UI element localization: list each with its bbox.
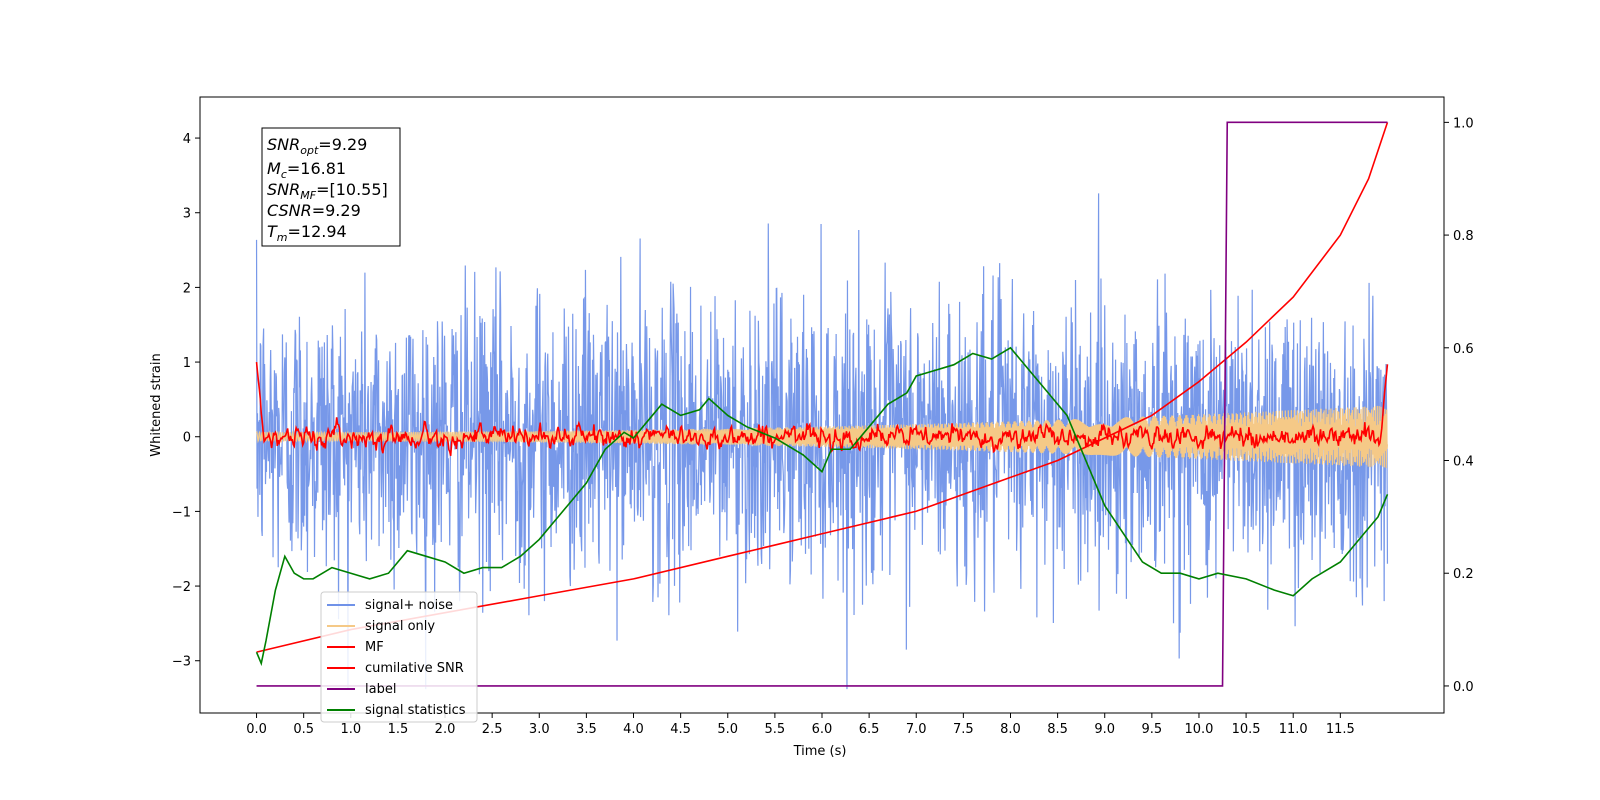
x-tick-label: 8.0 — [1000, 722, 1021, 737]
annotation-line-snr-mf-symbol: SNR — [267, 180, 300, 199]
y-tick-label: −2 — [172, 580, 191, 595]
annotation-line-csnr-value: =9.29 — [312, 201, 361, 220]
legend-label-cumulative-snr: cumilative SNR — [365, 661, 464, 676]
annotation-line-csnr-symbol: CSNR — [267, 201, 312, 220]
annotation-line-snr-mf-value: =[10.55] — [316, 180, 388, 199]
legend-label-signal-statistics: signal statistics — [365, 703, 466, 718]
x-tick-label: 2.0 — [435, 722, 456, 737]
x-tick-label: 2.5 — [482, 722, 503, 737]
axes-layer: 0.0 0.5 1.0 1.5 2.0 2.5 3.0 3.5 4.0 4.5 5.0 5.5 6.0 6… — [172, 116, 1474, 737]
x-tick-label: 0.5 — [293, 722, 314, 737]
x-tick-label: 0.0 — [246, 722, 267, 737]
x-tick-label: 3.5 — [576, 722, 597, 737]
annotation-line-snr-mf: SNRMF=[10.55] — [267, 180, 388, 202]
x-tick-label: 9.5 — [1142, 722, 1163, 737]
x-tick-label: 5.5 — [765, 722, 786, 737]
x-tick-label: 5.0 — [717, 722, 738, 737]
annotation-line-mc-symbol: M — [267, 159, 281, 178]
y-axis-label: Whitened strain — [149, 353, 164, 456]
x-axis-label: Time (s) — [793, 744, 847, 759]
legend-label-signal-noise: signal+ noise — [365, 598, 453, 613]
legend: signal+ noise signal only MF cumilative … — [320, 591, 478, 723]
x-tick-label: 6.5 — [859, 722, 880, 737]
series-signal-statistics — [255, 346, 1389, 667]
annotation-line-tm-subscript: m — [277, 231, 288, 244]
annotation-line-tm-symbol: T — [267, 222, 278, 241]
annotation-line-tm: Tm=12.94 — [267, 222, 347, 244]
x-tick-label: 10.5 — [1232, 722, 1261, 737]
x-tick-label: 4.5 — [670, 722, 691, 737]
x-tick-label: 7.0 — [906, 722, 927, 737]
series-signal-noise — [255, 193, 1389, 690]
y-tick-label: 3 — [183, 207, 191, 222]
annotation-line-csnr: CSNR=9.29 — [267, 201, 361, 220]
x-tick-label: 3.0 — [529, 722, 550, 737]
annotation-box: SNRopt=9.29 Mc=16.81 SNRMF=[10.55] CSNR=… — [261, 127, 401, 247]
legend-label-label: label — [365, 682, 396, 697]
y-tick-label: 1 — [183, 356, 191, 371]
x-tick-label: 11.0 — [1279, 722, 1308, 737]
y-right-tick-label: 0.2 — [1453, 567, 1474, 582]
y-tick-label: −3 — [172, 655, 191, 670]
y-tick-label: 0 — [183, 431, 191, 446]
series-signal-only — [255, 405, 1389, 468]
y-right-tick-label: 1.0 — [1453, 116, 1474, 131]
x-tick-label: 1.0 — [340, 722, 361, 737]
annotation-line-snr-opt-subscript: opt — [300, 144, 319, 157]
legend-label-mf: MF — [365, 640, 384, 655]
y-tick-label: −1 — [172, 505, 191, 520]
series-layer — [255, 121, 1389, 690]
legend-frame — [320, 591, 478, 723]
y-tick-label: 2 — [183, 281, 191, 296]
annotation-line-mc-value: =16.81 — [287, 159, 346, 178]
y-right-tick-label: 0.6 — [1453, 342, 1474, 357]
y-right-tick-label: 0.8 — [1453, 229, 1474, 244]
annotation-line-mc: Mc=16.81 — [267, 159, 346, 181]
annotation-frame — [261, 127, 401, 247]
x-tick-label: 9.0 — [1094, 722, 1115, 737]
series-label — [256, 121, 1388, 687]
y-tick-label: 4 — [183, 132, 191, 147]
annotation-line-snr-opt-symbol: SNR — [267, 135, 300, 154]
annotation-line-tm-value: =12.94 — [288, 222, 347, 241]
y-right-tick-label: 0.0 — [1453, 680, 1474, 695]
x-tick-label: 4.0 — [623, 722, 644, 737]
x-tick-label: 10.0 — [1184, 722, 1213, 737]
x-tick-label: 1.5 — [388, 722, 409, 737]
x-tick-label: 7.5 — [953, 722, 974, 737]
annotation-line-snr-mf-subscript: MF — [300, 189, 316, 202]
x-tick-label: 8.5 — [1047, 722, 1068, 737]
annotation-line-mc-subscript: c — [281, 168, 287, 181]
x-tick-label: 6.0 — [812, 722, 833, 737]
legend-label-signal-only: signal only — [365, 619, 435, 634]
x-tick-label: 11.5 — [1326, 722, 1355, 737]
series-cumilative-snr — [256, 122, 1389, 653]
y-right-tick-label: 0.4 — [1453, 455, 1474, 470]
annotation-line-snr-opt: SNRopt=9.29 — [267, 135, 367, 157]
annotation-line-snr-opt-value: =9.29 — [318, 135, 367, 154]
series-mf — [255, 361, 1389, 456]
